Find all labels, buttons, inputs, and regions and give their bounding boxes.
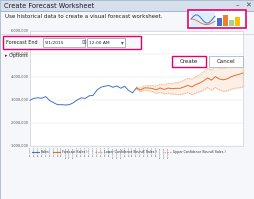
Text: 6,000,000: 6,000,000 [11, 29, 29, 33]
Text: 9/1/2014: 9/1/2014 [108, 146, 110, 156]
Text: 2/1/2013: 2/1/2013 [33, 146, 35, 156]
FancyBboxPatch shape [172, 56, 206, 67]
Bar [217, 18, 222, 26]
Text: 11/1/2015: 11/1/2015 [163, 146, 165, 158]
Text: 7/1/2015: 7/1/2015 [148, 146, 149, 156]
Text: 6/1/2014: 6/1/2014 [96, 146, 98, 156]
Text: 5,000,000: 5,000,000 [11, 52, 29, 56]
Text: ▸ Options: ▸ Options [5, 53, 28, 58]
Bar [235, 17, 240, 26]
Text: ▾: ▾ [121, 40, 124, 45]
Bar [229, 20, 234, 26]
Text: 9/1/2015: 9/1/2015 [45, 41, 65, 45]
Text: 10/1/2014: 10/1/2014 [112, 146, 114, 158]
Text: 8/1/2015: 8/1/2015 [152, 146, 153, 156]
Text: 10/1/2013: 10/1/2013 [65, 146, 66, 158]
Text: 11/1/2013: 11/1/2013 [69, 146, 70, 158]
Text: 3/1/2014: 3/1/2014 [85, 146, 86, 156]
Text: ⊞: ⊞ [82, 40, 87, 45]
Text: Forecast Sales ): Forecast Sales ) [62, 150, 88, 154]
Text: 2/1/2015: 2/1/2015 [128, 146, 129, 156]
Text: Use historical data to create a visual forecast worksheet.: Use historical data to create a visual f… [5, 15, 162, 20]
Text: Lower Confidence Bound( Sales ): Lower Confidence Bound( Sales ) [104, 150, 157, 154]
Text: 9/1/2015: 9/1/2015 [155, 146, 157, 156]
Text: 11/1/2014: 11/1/2014 [116, 146, 118, 158]
Text: 12:00 AM: 12:00 AM [89, 41, 110, 45]
Text: 1/1/2014: 1/1/2014 [77, 146, 78, 156]
Text: ✕: ✕ [245, 3, 251, 9]
Text: 8/1/2014: 8/1/2014 [104, 146, 106, 156]
FancyBboxPatch shape [188, 10, 246, 28]
Text: 3/1/2015: 3/1/2015 [132, 146, 133, 156]
Bar [223, 15, 228, 26]
Text: 7/1/2014: 7/1/2014 [100, 146, 102, 156]
Text: 6/1/2015: 6/1/2015 [144, 146, 145, 156]
Bar [30, 31, 243, 146]
Text: Create: Create [180, 59, 198, 64]
Text: 10/1/2015: 10/1/2015 [160, 146, 161, 158]
Text: Forecast End: Forecast End [6, 40, 38, 45]
Text: Cancel: Cancel [217, 59, 235, 64]
Text: 1/1/2013: 1/1/2013 [29, 146, 31, 156]
Text: 4/1/2014: 4/1/2014 [88, 146, 90, 156]
Text: 3,000,000: 3,000,000 [11, 98, 29, 102]
Text: 12/1/2015: 12/1/2015 [167, 146, 169, 158]
Text: 4,000,000: 4,000,000 [11, 75, 29, 79]
Text: 4/1/2013: 4/1/2013 [41, 146, 43, 156]
Text: 2/1/2014: 2/1/2014 [81, 146, 82, 156]
Bar [191, 12, 215, 26]
Text: 6/1/2013: 6/1/2013 [49, 146, 51, 156]
Text: 7/1/2013: 7/1/2013 [53, 146, 54, 156]
Text: Sales: Sales [41, 150, 50, 154]
Bar [0, 0, 254, 11]
Text: 12/1/2013: 12/1/2013 [73, 146, 74, 158]
Text: 2,000,000: 2,000,000 [11, 121, 29, 125]
Text: 3/1/2013: 3/1/2013 [37, 146, 39, 156]
Text: 1/1/2015: 1/1/2015 [124, 146, 125, 156]
Text: 5/1/2014: 5/1/2014 [92, 146, 94, 156]
Text: 5/1/2015: 5/1/2015 [140, 146, 141, 156]
Text: 12/1/2014: 12/1/2014 [120, 146, 121, 158]
FancyBboxPatch shape [3, 36, 141, 49]
FancyBboxPatch shape [209, 56, 243, 67]
Text: 8/1/2013: 8/1/2013 [57, 146, 58, 156]
Text: Create Forecast Worksheet: Create Forecast Worksheet [4, 3, 94, 9]
Text: 1,000,000: 1,000,000 [11, 144, 29, 148]
Bar [87, 38, 125, 47]
Text: Upper Confidence Bound( Sales ): Upper Confidence Bound( Sales ) [173, 150, 226, 154]
Bar [43, 38, 85, 47]
Text: 4/1/2015: 4/1/2015 [136, 146, 137, 156]
Text: –: – [235, 3, 239, 9]
Text: 5/1/2013: 5/1/2013 [45, 146, 46, 156]
Text: 9/1/2013: 9/1/2013 [61, 146, 62, 156]
